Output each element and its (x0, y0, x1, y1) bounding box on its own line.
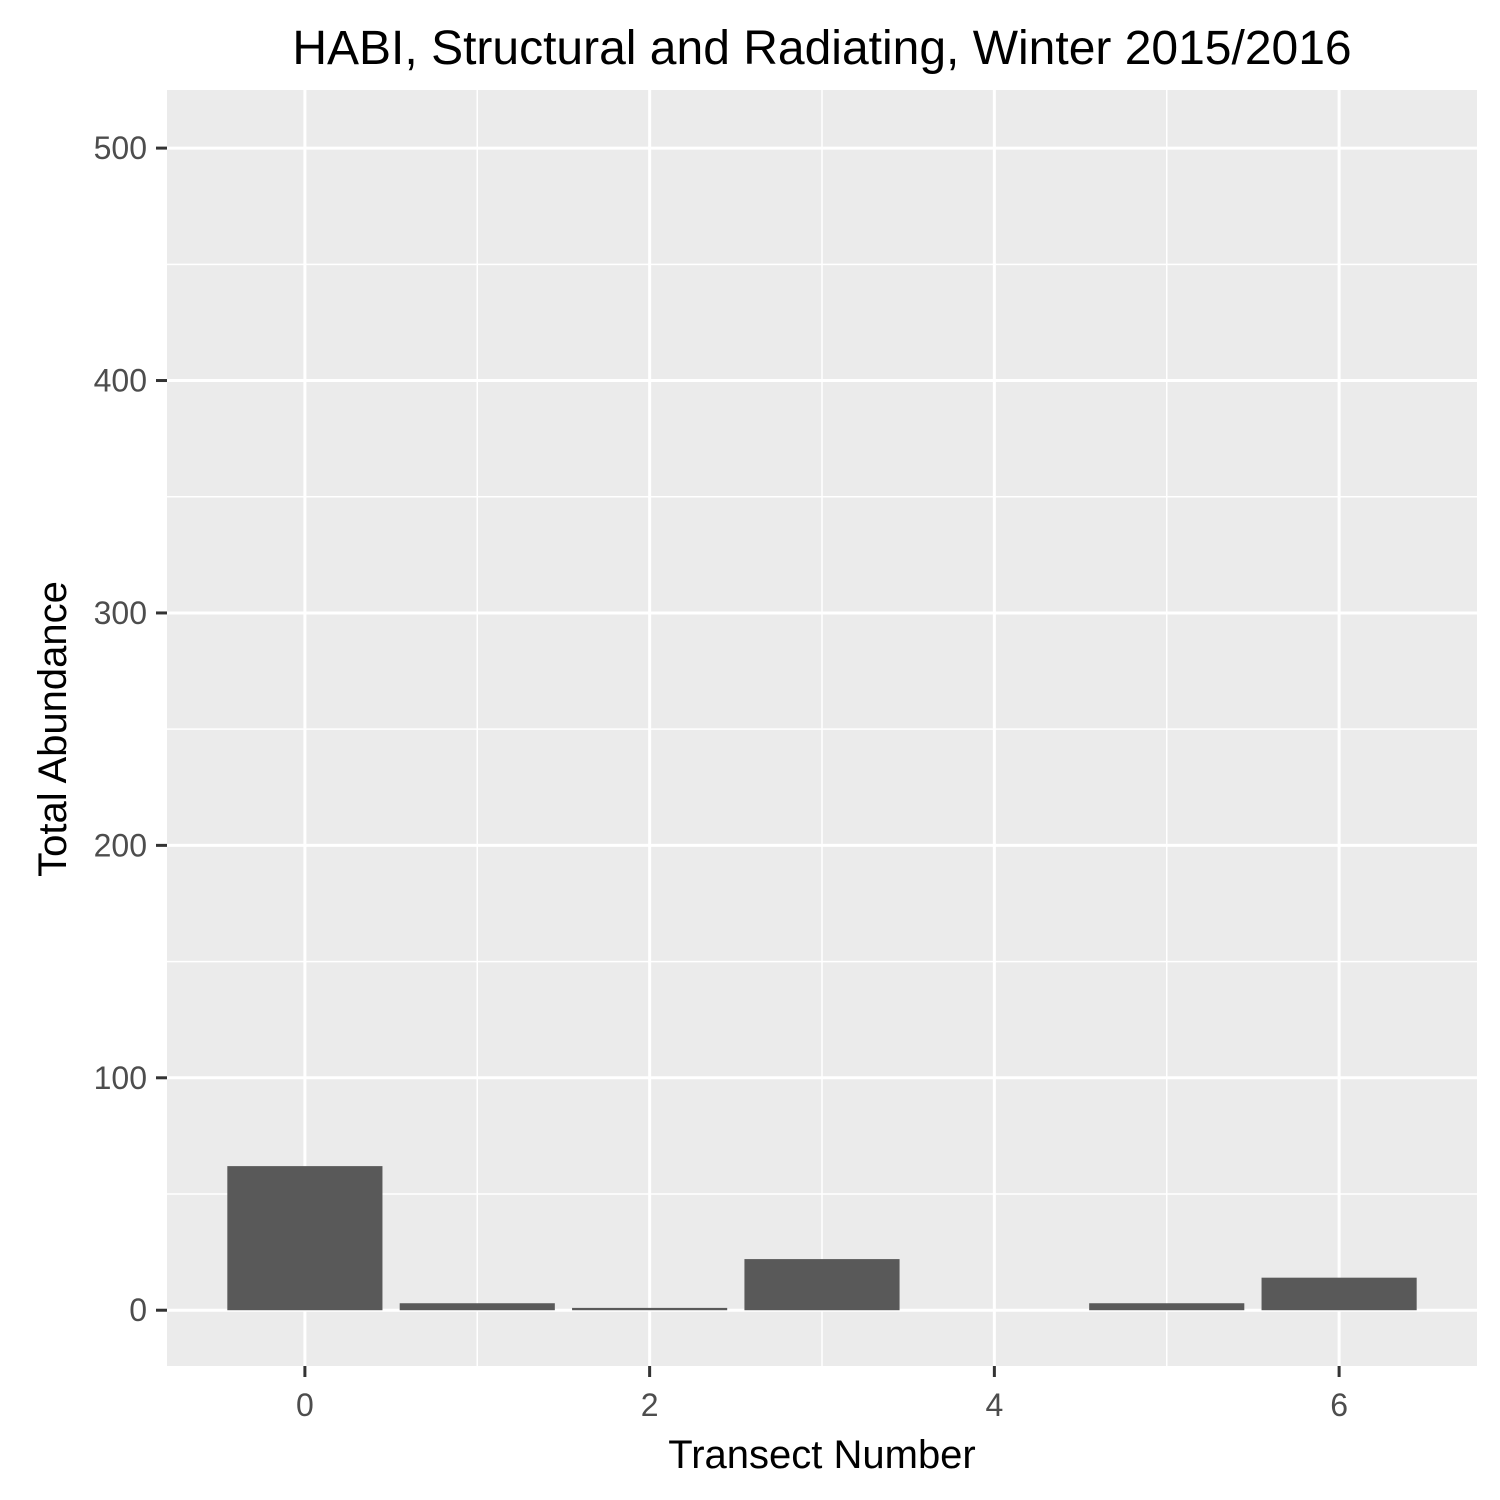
y-axis-title: Total Abundance (31, 581, 75, 877)
x-tick-label: 6 (1330, 1387, 1348, 1423)
bar-transect-1 (399, 1303, 555, 1311)
y-tick-label: 300 (94, 595, 147, 631)
y-tick-label: 500 (94, 130, 147, 166)
bar-transect-3 (744, 1259, 900, 1311)
y-tick-label: 0 (129, 1292, 147, 1328)
bar-transect-6 (1261, 1277, 1417, 1311)
bar-transect-2 (572, 1307, 728, 1311)
y-tick-label: 200 (94, 827, 147, 863)
y-tick-label: 400 (94, 363, 147, 399)
bars (227, 1166, 1417, 1311)
x-tick-label: 0 (296, 1387, 314, 1423)
minor-gridlines (167, 90, 1477, 1366)
major-gridlines (167, 90, 1477, 1366)
bar-transect-5 (1089, 1303, 1245, 1311)
x-tick-label: 2 (641, 1387, 659, 1423)
y-tick-label: 100 (94, 1060, 147, 1096)
x-tick-label: 4 (985, 1387, 1003, 1423)
x-axis: 0 2 4 6 (296, 1366, 1348, 1423)
chart-title: HABI, Structural and Radiating, Winter 2… (292, 22, 1351, 75)
x-axis-title: Transect Number (668, 1433, 976, 1477)
bar-transect-0 (227, 1166, 383, 1311)
y-axis: 0 100 200 300 400 500 (94, 130, 167, 1328)
